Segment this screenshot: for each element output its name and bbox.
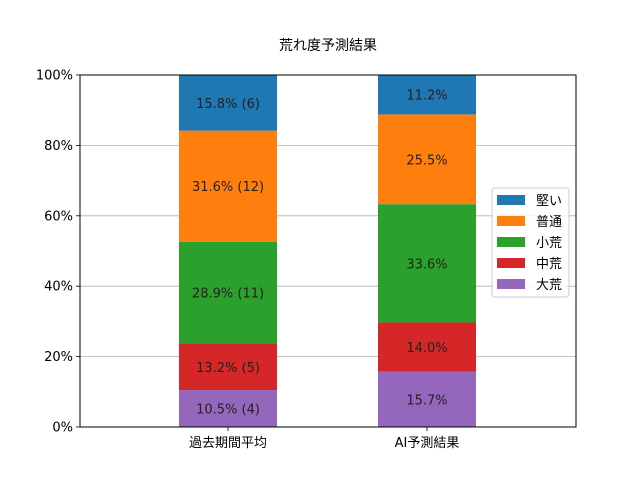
data-label: 28.9% (11): [192, 287, 264, 302]
bar-segment: [179, 390, 277, 427]
y-tick-label: 40%: [44, 280, 73, 295]
bar-segment: [378, 322, 476, 372]
data-label: 13.2% (5): [196, 361, 260, 376]
bar-segment: [378, 204, 476, 323]
data-label: 11.2%: [406, 89, 447, 104]
bar-segment: [378, 75, 476, 115]
data-label: 14.0%: [406, 341, 447, 356]
legend-label: 普通: [536, 215, 562, 230]
y-tick-label: 60%: [44, 209, 73, 224]
plot-frame: [79, 74, 577, 428]
x-tick-label: AI予測結果: [395, 436, 460, 451]
data-label: 15.7%: [406, 393, 447, 408]
legend-swatch: [497, 237, 525, 247]
y-tick-label: 80%: [44, 139, 73, 154]
y-tick-label: 100%: [36, 69, 73, 84]
x-tick-label: 過去期間平均: [189, 436, 267, 451]
y-tick-label: 0%: [52, 421, 73, 436]
legend-swatch: [497, 216, 525, 226]
legend-label: 小荒: [536, 236, 562, 251]
bar-segment: [179, 241, 277, 344]
legend-label: 中荒: [536, 257, 562, 272]
data-label: 31.6% (12): [192, 180, 264, 195]
bar-segment: [179, 343, 277, 391]
legend-label: 堅い: [536, 194, 562, 209]
data-label: 33.6%: [406, 257, 447, 272]
bar-segment: [378, 371, 476, 427]
legend-swatch: [497, 195, 525, 205]
data-label: 15.8% (6): [196, 97, 260, 112]
y-tick-label: 20%: [44, 350, 73, 365]
legend-swatch: [497, 258, 525, 268]
bar-segment: [179, 75, 277, 131]
bar-segment: [179, 130, 277, 242]
data-label: 25.5%: [406, 153, 447, 168]
bar-segment: [378, 114, 476, 205]
chart-title: 荒れ度予測結果: [279, 38, 377, 54]
legend-box: [491, 187, 570, 298]
data-label: 10.5% (4): [196, 403, 260, 418]
legend-label: 大荒: [536, 278, 562, 293]
legend-swatch: [497, 279, 525, 289]
